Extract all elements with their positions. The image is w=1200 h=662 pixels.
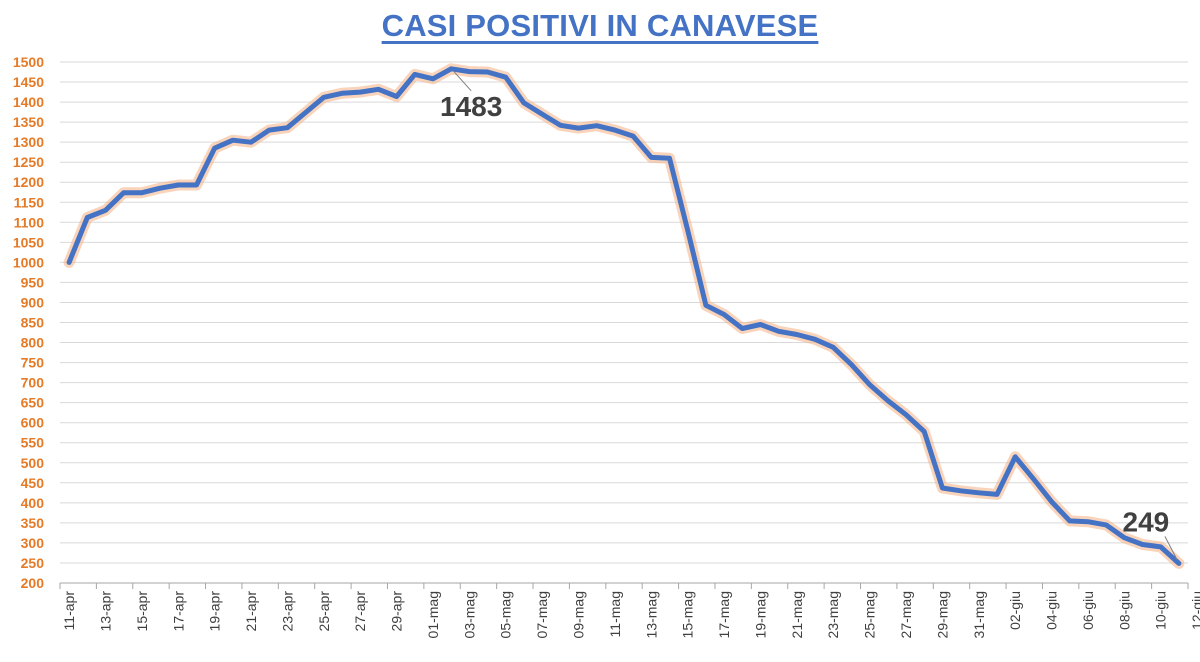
y-tick-label: 750 (21, 355, 45, 371)
x-tick-label: 19-apr (207, 591, 223, 632)
x-tick-label: 23-apr (279, 591, 295, 632)
x-tick-label: 02-giu (1007, 591, 1023, 630)
y-tick-label: 1000 (13, 254, 44, 270)
x-tick-label: 17-mag (716, 591, 732, 638)
x-tick-label: 04-giu (1044, 591, 1060, 630)
x-tick-label: 05-mag (498, 591, 514, 638)
x-tick-label: 27-mag (898, 591, 914, 638)
annotation-leader (1164, 536, 1178, 560)
x-tick-label: 15-apr (134, 591, 150, 632)
x-tick-label: 23-mag (825, 591, 841, 638)
y-tick-label: 350 (21, 515, 45, 531)
y-tick-label: 1200 (13, 174, 44, 190)
gridlines (60, 61, 1188, 564)
x-tick-label: 21-mag (789, 591, 805, 638)
x-tick-label: 13-mag (643, 591, 659, 638)
y-tick-label: 550 (21, 435, 45, 451)
y-tick-label: 650 (21, 395, 45, 411)
x-tick-label: 13-apr (97, 591, 113, 632)
y-tick-label: 200 (21, 575, 45, 591)
x-tick-label: 10-giu (1153, 591, 1169, 630)
y-tick-label: 1350 (13, 114, 44, 130)
x-tick-label: 15-mag (680, 591, 696, 638)
x-tick-label: 06-giu (1080, 591, 1096, 630)
x-tick-label: 17-apr (170, 591, 186, 632)
y-tick-label: 500 (21, 455, 45, 471)
y-tick-label: 1150 (14, 194, 45, 210)
x-tick-label: 25-apr (316, 591, 332, 632)
y-tick-label: 400 (21, 495, 45, 511)
annotations: 1483 249 (440, 71, 1178, 560)
y-tick-label: 300 (21, 535, 45, 551)
x-tick-label: 25-mag (862, 591, 878, 638)
data-label: 1483 (440, 91, 502, 122)
y-tick-label: 800 (21, 335, 45, 351)
y-tick-label: 900 (21, 294, 45, 310)
series-layer (63, 63, 1185, 569)
y-axis-tick-labels: 200 250 300 350 400 450 500 550 600 650 700 750 800 8… (13, 54, 44, 591)
x-tick-label: 09-mag (571, 591, 587, 638)
x-tick-label: 31-mag (971, 591, 987, 638)
x-tick-label: 27-apr (352, 591, 368, 632)
chart-title: CASI POSITIVI IN CANAVESE (381, 8, 819, 43)
series-line (66, 66, 1182, 566)
y-tick-label: 450 (21, 475, 45, 491)
x-tick-label: 29-mag (934, 591, 950, 638)
y-tick-label: 950 (21, 274, 45, 290)
data-label: 249 (1123, 506, 1170, 537)
y-tick-label: 1450 (13, 74, 44, 90)
x-tick-label: 03-mag (461, 591, 477, 638)
x-axis-tick-labels: 11-apr 13-apr 15-apr 17-apr 19-apr 21-apr 23-a… (61, 591, 1200, 639)
annotation-leader (453, 71, 472, 92)
x-tick-label: 11-mag (607, 591, 623, 637)
y-tick-label: 1500 (13, 54, 44, 70)
x-tick-label: 29-apr (389, 591, 405, 632)
y-tick-label: 250 (21, 555, 45, 571)
x-tick-label: 21-apr (243, 591, 259, 632)
y-tick-label: 1400 (13, 94, 44, 110)
x-tick-label: 12-giu (1189, 591, 1200, 630)
y-tick-label: 1050 (13, 234, 44, 250)
y-tick-label: 600 (21, 415, 45, 431)
axes (59, 582, 1189, 589)
x-tick-label: 08-giu (1116, 591, 1132, 630)
x-tick-label: 01-mag (425, 591, 441, 638)
y-tick-label: 1250 (13, 154, 44, 170)
y-tick-label: 700 (21, 375, 45, 391)
y-tick-label: 1300 (13, 134, 44, 150)
x-tick-label: 19-mag (752, 591, 768, 638)
x-tick-label: 11-apr (61, 591, 77, 631)
y-tick-label: 850 (21, 315, 45, 331)
x-tick-label: 07-mag (534, 591, 550, 638)
y-tick-label: 1100 (14, 214, 45, 230)
